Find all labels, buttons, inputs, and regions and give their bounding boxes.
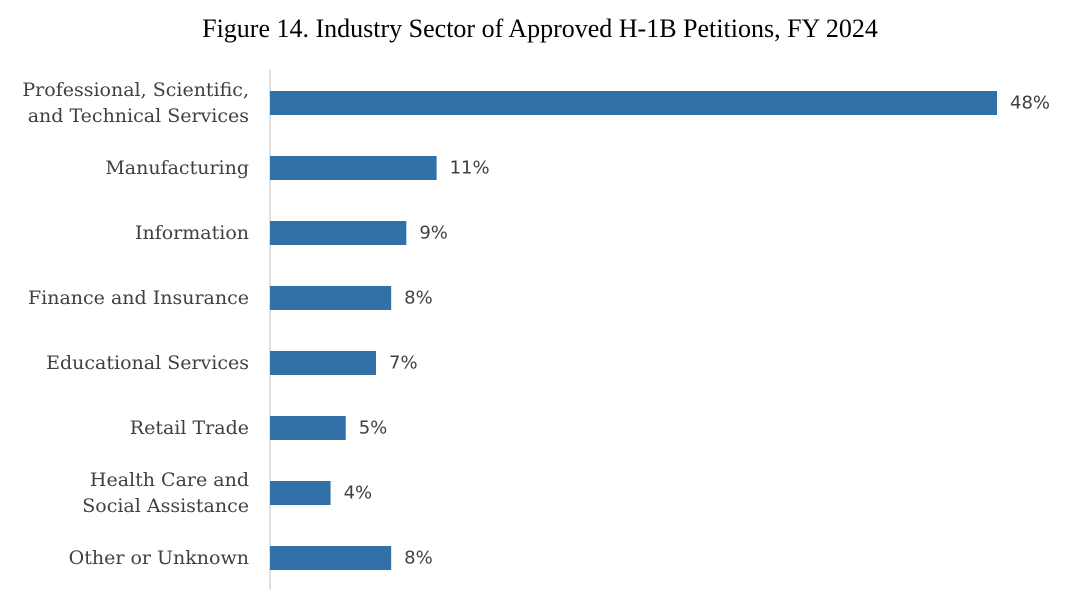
bar (270, 351, 377, 375)
data-label: 11% (450, 158, 490, 179)
category-label: Information (135, 222, 249, 244)
category-label: and Technical Services (28, 105, 249, 127)
chart-title: Figure 14. Industry Sector of Approved H… (202, 14, 878, 43)
bars-group: 48% Professional, Scientific, and Technica… (22, 79, 1050, 570)
bar (270, 416, 346, 440)
data-label: 8% (404, 548, 433, 569)
bar (270, 546, 392, 570)
bar (270, 286, 392, 310)
data-label: 4% (344, 483, 373, 504)
category-label: Manufacturing (105, 157, 249, 179)
category-label: Other or Unknown (69, 547, 249, 569)
category-label: Professional, Scientific, (22, 79, 249, 101)
bar (270, 481, 331, 505)
category-label: Health Care and (90, 469, 249, 491)
bar (270, 156, 437, 180)
bar (270, 91, 997, 115)
category-label: Social Assistance (82, 495, 249, 517)
data-label: 9% (419, 223, 448, 244)
category-label: Retail Trade (130, 417, 249, 439)
bar (270, 221, 407, 245)
data-label: 5% (359, 418, 388, 439)
data-label: 8% (404, 288, 433, 309)
data-label: 7% (389, 353, 418, 374)
category-label: Finance and Insurance (28, 287, 249, 309)
category-label: Educational Services (46, 352, 249, 374)
data-label: 48% (1010, 93, 1050, 114)
